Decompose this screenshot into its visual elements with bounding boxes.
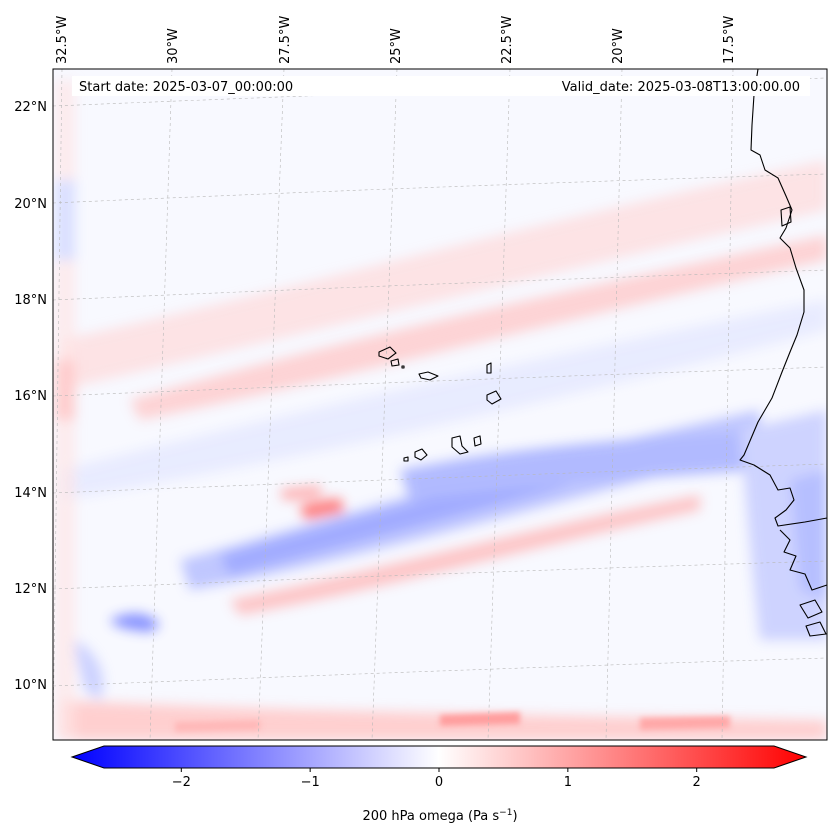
- lon-label-6: 20°W: [611, 28, 626, 64]
- lon-label-1: 32.5°W: [55, 16, 70, 64]
- lat-label-1: 22°N: [14, 100, 47, 115]
- lon-label-5: 22.5°W: [500, 16, 515, 64]
- africa-coast: [739, 68, 828, 527]
- cape-verde-islands: [378, 346, 502, 462]
- coastline: [378, 68, 828, 637]
- colorbar-ticks: [180, 768, 698, 772]
- lat-label-4: 16°N: [14, 389, 47, 404]
- map-panel: Start date: 2025-03-07_00:00:00 Valid_da…: [52, 68, 828, 741]
- colorbar-tick-label-4: 1: [564, 775, 572, 790]
- lat-label-5: 14°N: [14, 486, 47, 501]
- lon-label-3: 27.5°W: [278, 16, 293, 64]
- lat-label-2: 20°N: [14, 197, 47, 212]
- lon-label-7: 17.5°W: [722, 16, 737, 64]
- latitude-labels: 22°N 20°N 18°N 16°N 14°N 12°N 10°N: [14, 100, 47, 693]
- colorbar-tick-labels: −2 −1 0 1 2: [172, 775, 701, 790]
- header-backdrop: [72, 76, 810, 96]
- colorbar-scale: [70, 745, 808, 769]
- colorbar-tick-label-2: −1: [301, 775, 320, 790]
- start-date-label: Start date: 2025-03-07_00:00:00: [79, 80, 293, 95]
- colorbar-tick-label-5: 2: [693, 775, 701, 790]
- lat-label-6: 12°N: [14, 582, 47, 597]
- lon-label-2: 30°W: [166, 28, 181, 64]
- colorbar-title: 200 hPa omega (Pa s−1): [362, 808, 517, 824]
- lon-label-4: 25°W: [389, 28, 404, 64]
- lat-label-3: 18°N: [14, 293, 47, 308]
- colorbar-tick-label-1: −2: [172, 775, 191, 790]
- colorbar: −2 −1 0 1 2 200 hPa omega (Pa s−1): [70, 745, 808, 824]
- colorbar-tick-label-3: 0: [435, 775, 443, 790]
- lat-label-7: 10°N: [14, 678, 47, 693]
- omega-field: [55, 80, 827, 740]
- map-frame: [52, 68, 828, 741]
- valid-date-label: Valid_date: 2025-03-08T13:00:00.00: [562, 80, 800, 95]
- longitude-labels: 32.5°W 30°W 27.5°W 25°W 22.5°W 20°W 17.5…: [55, 16, 737, 64]
